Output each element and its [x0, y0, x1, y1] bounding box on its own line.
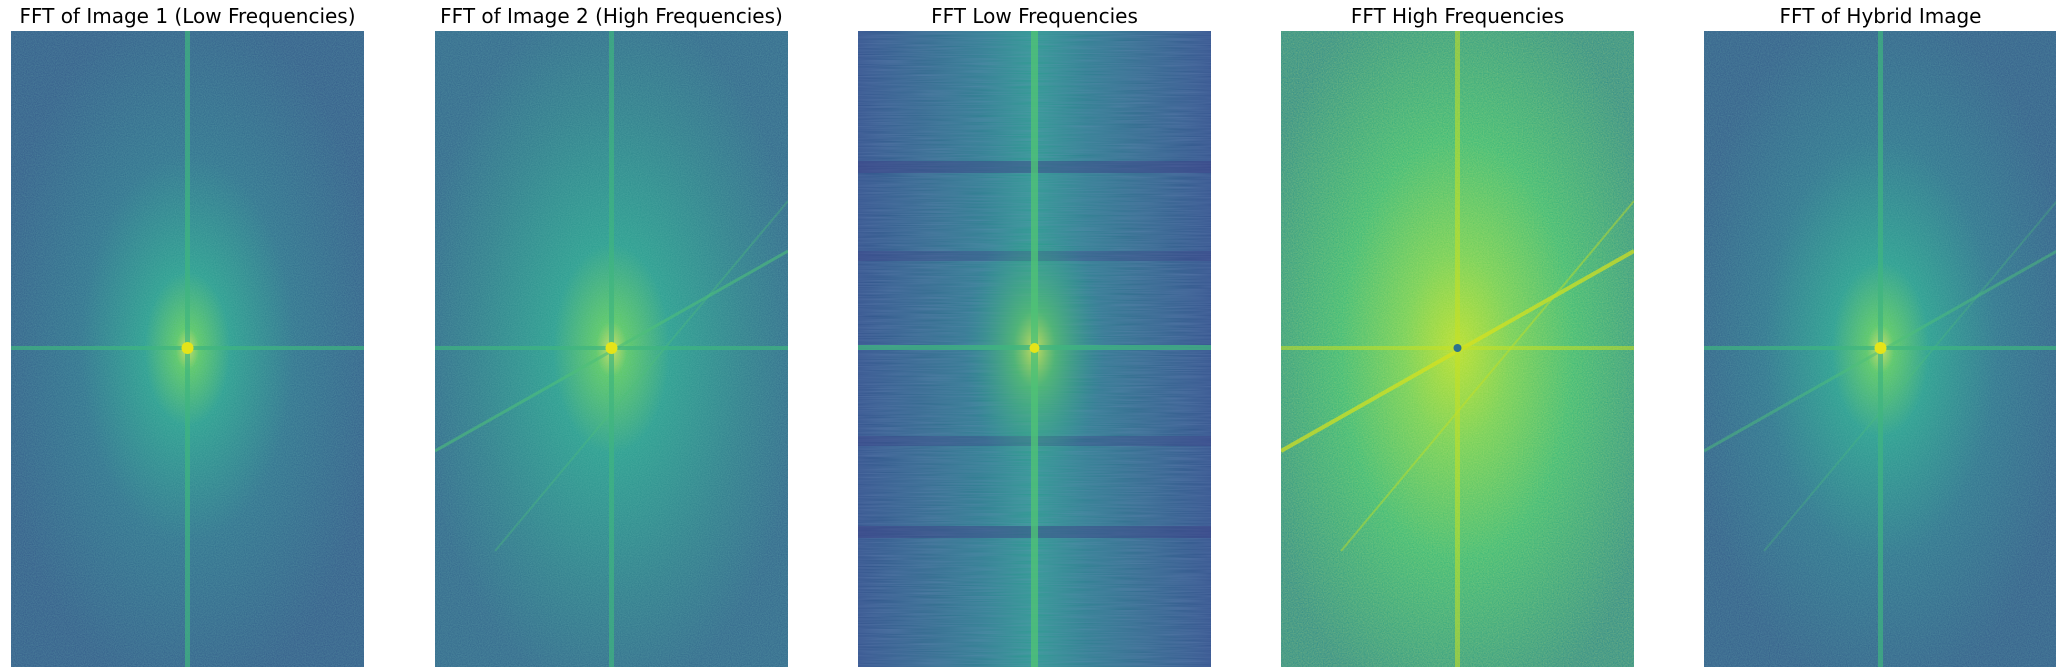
panel-fft-image1: FFT of Image 1 (Low Frequencies) — [11, 0, 364, 668]
panel-title: FFT of Hybrid Image — [1779, 4, 1982, 28]
fft-spectrum-image — [11, 31, 364, 667]
panel-title: FFT of Image 1 (Low Frequencies) — [19, 4, 356, 28]
panel-title: FFT High Frequencies — [1350, 4, 1565, 28]
panel-title: FFT of Image 2 (High Frequencies) — [440, 4, 783, 28]
fft-spectrum-image — [1704, 31, 2056, 667]
panel-title: FFT Low Frequencies — [931, 4, 1138, 28]
panel-fft-hybrid: FFT of Hybrid Image — [1704, 0, 2056, 668]
panel-fft-high: FFT High Frequencies — [1281, 0, 1634, 668]
fft-spectrum-image — [1281, 31, 1634, 667]
panel-fft-image2: FFT of Image 2 (High Frequencies) — [435, 0, 788, 668]
fft-spectrum-image — [858, 31, 1211, 667]
panel-fft-low: FFT Low Frequencies — [858, 0, 1211, 668]
fft-spectrum-image — [435, 31, 788, 667]
